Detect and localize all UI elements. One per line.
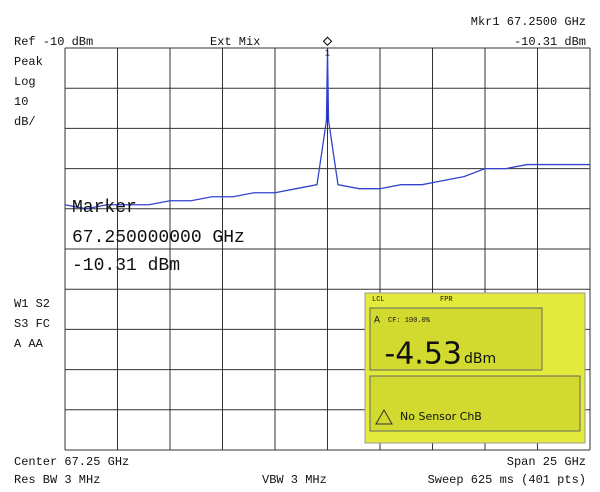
span: Span 25 GHz bbox=[507, 455, 586, 469]
trace-label: S3 FC bbox=[14, 317, 50, 331]
vbw: VBW 3 MHz bbox=[262, 473, 327, 487]
center-freq: Center 67.25 GHz bbox=[14, 455, 129, 469]
inset-reading: -4.53 bbox=[384, 337, 462, 372]
sweep: Sweep 625 ms (401 pts) bbox=[428, 473, 586, 487]
ref-level: Ref -10 dBm bbox=[14, 35, 93, 49]
inset-unit: dBm bbox=[464, 351, 496, 367]
inset-text: FPR bbox=[440, 296, 453, 304]
marker-number: 1 bbox=[325, 49, 330, 59]
inset-box bbox=[369, 375, 581, 432]
inset-text: LCL bbox=[372, 296, 385, 304]
inset-text: CF: 100.0% bbox=[388, 317, 431, 325]
mode: Ext Mix bbox=[210, 35, 260, 49]
left-label: Peak bbox=[14, 55, 43, 69]
inset-status: No Sensor ChB bbox=[400, 410, 482, 423]
inset-channel: A bbox=[374, 316, 380, 327]
warning-icon bbox=[375, 408, 393, 425]
inset-box bbox=[369, 307, 543, 371]
marker-level: -10.31 dBm bbox=[514, 35, 586, 49]
trace-label: A AA bbox=[14, 337, 44, 351]
rbw: Res BW 3 MHz bbox=[14, 473, 100, 487]
power-meter-inset: LCL FPR A CF: 100.0% -4.53 dBm No Sensor… bbox=[364, 292, 586, 444]
marker-box-text: 67.250000000 GHz bbox=[72, 228, 245, 248]
marker-box-text: Marker bbox=[72, 198, 137, 218]
left-label: 10 bbox=[14, 95, 28, 109]
left-label: dB/ bbox=[14, 115, 36, 129]
trace-label: W1 S2 bbox=[14, 297, 50, 311]
marker-box-text: -10.31 dBm bbox=[72, 256, 180, 276]
marker-diamond bbox=[322, 36, 333, 46]
left-label: Log bbox=[14, 75, 36, 89]
trace bbox=[64, 49, 590, 210]
marker-readout: Mkr1 67.2500 GHz bbox=[471, 15, 586, 29]
